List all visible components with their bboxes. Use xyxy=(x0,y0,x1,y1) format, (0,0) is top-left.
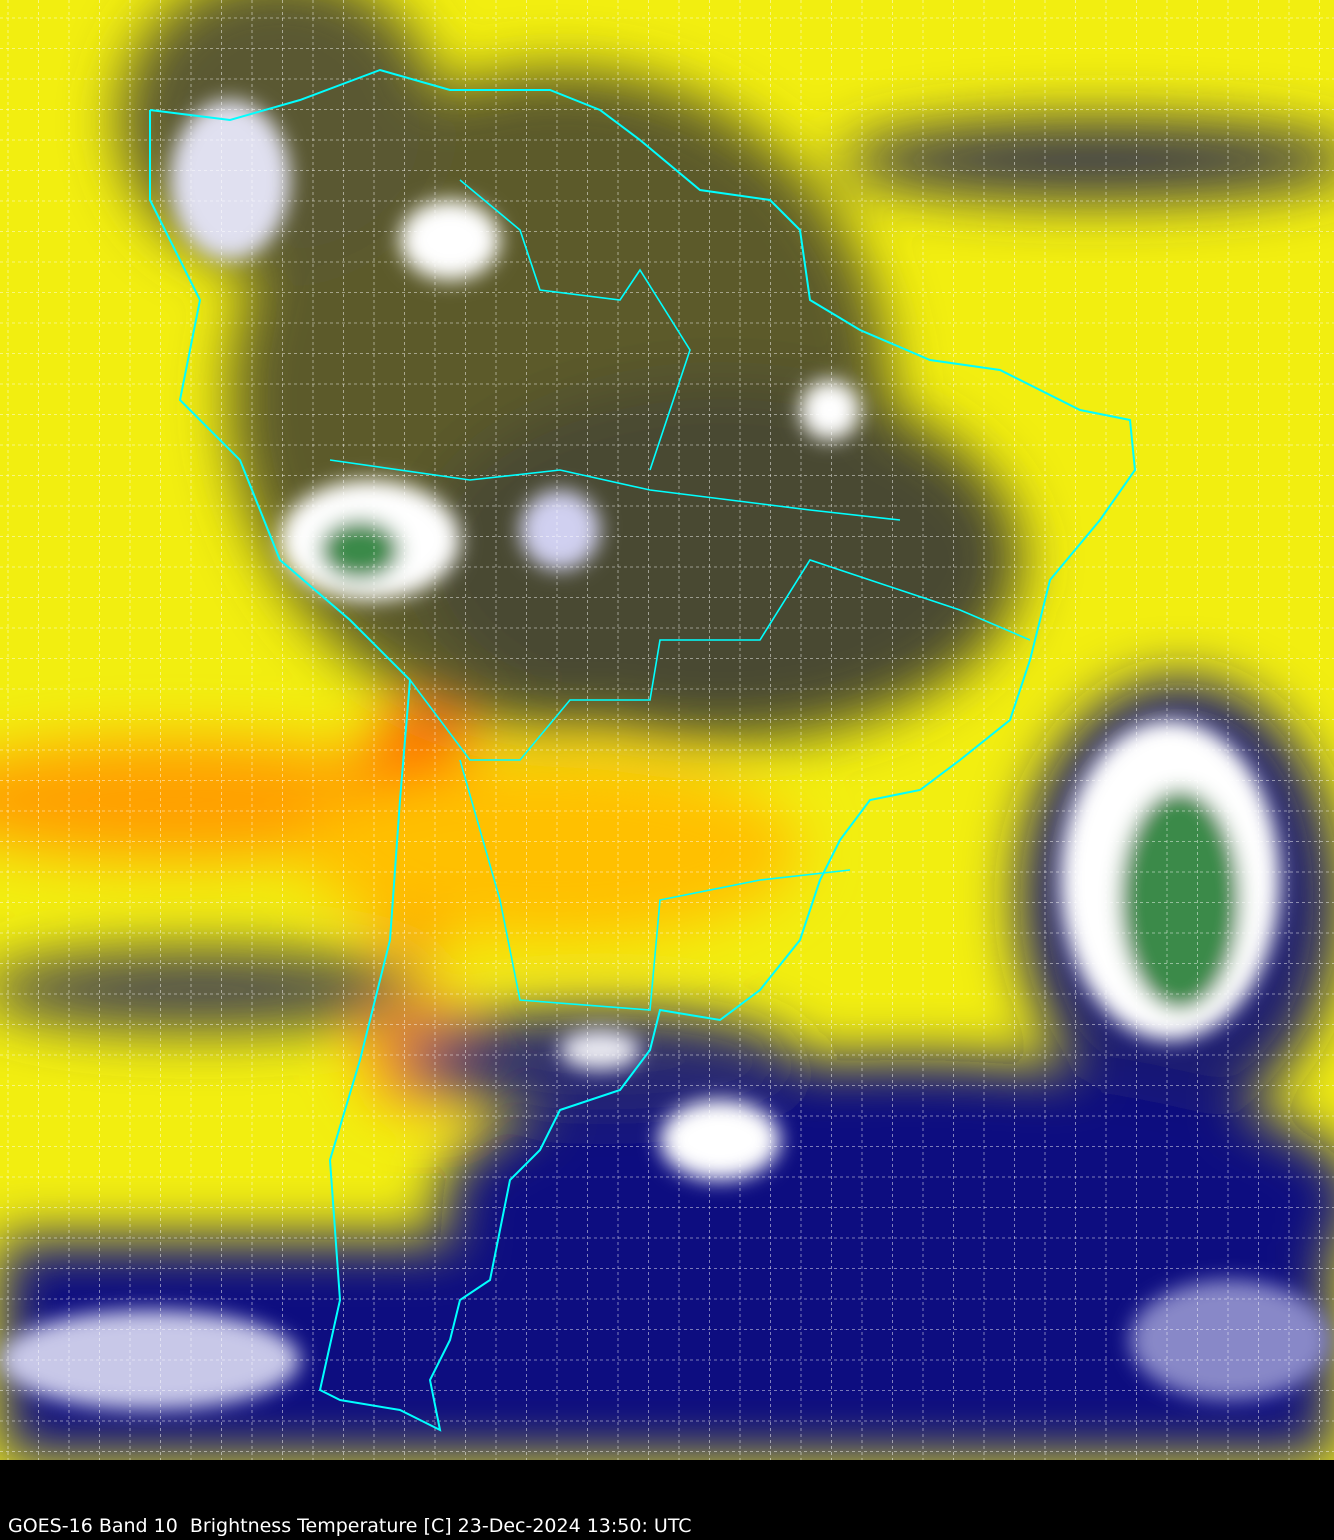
country-borders xyxy=(409,559,1031,761)
water-vapor-field xyxy=(0,0,1334,1460)
country-borders xyxy=(459,759,851,1011)
country-borders xyxy=(459,179,691,471)
country-borders xyxy=(329,459,901,521)
image-caption: GOES-16 Band 10 Brightness Temperature [… xyxy=(8,1515,692,1537)
graticule xyxy=(0,0,1334,1460)
continent-borders xyxy=(149,68,1137,1432)
satellite-image xyxy=(0,0,1334,1460)
